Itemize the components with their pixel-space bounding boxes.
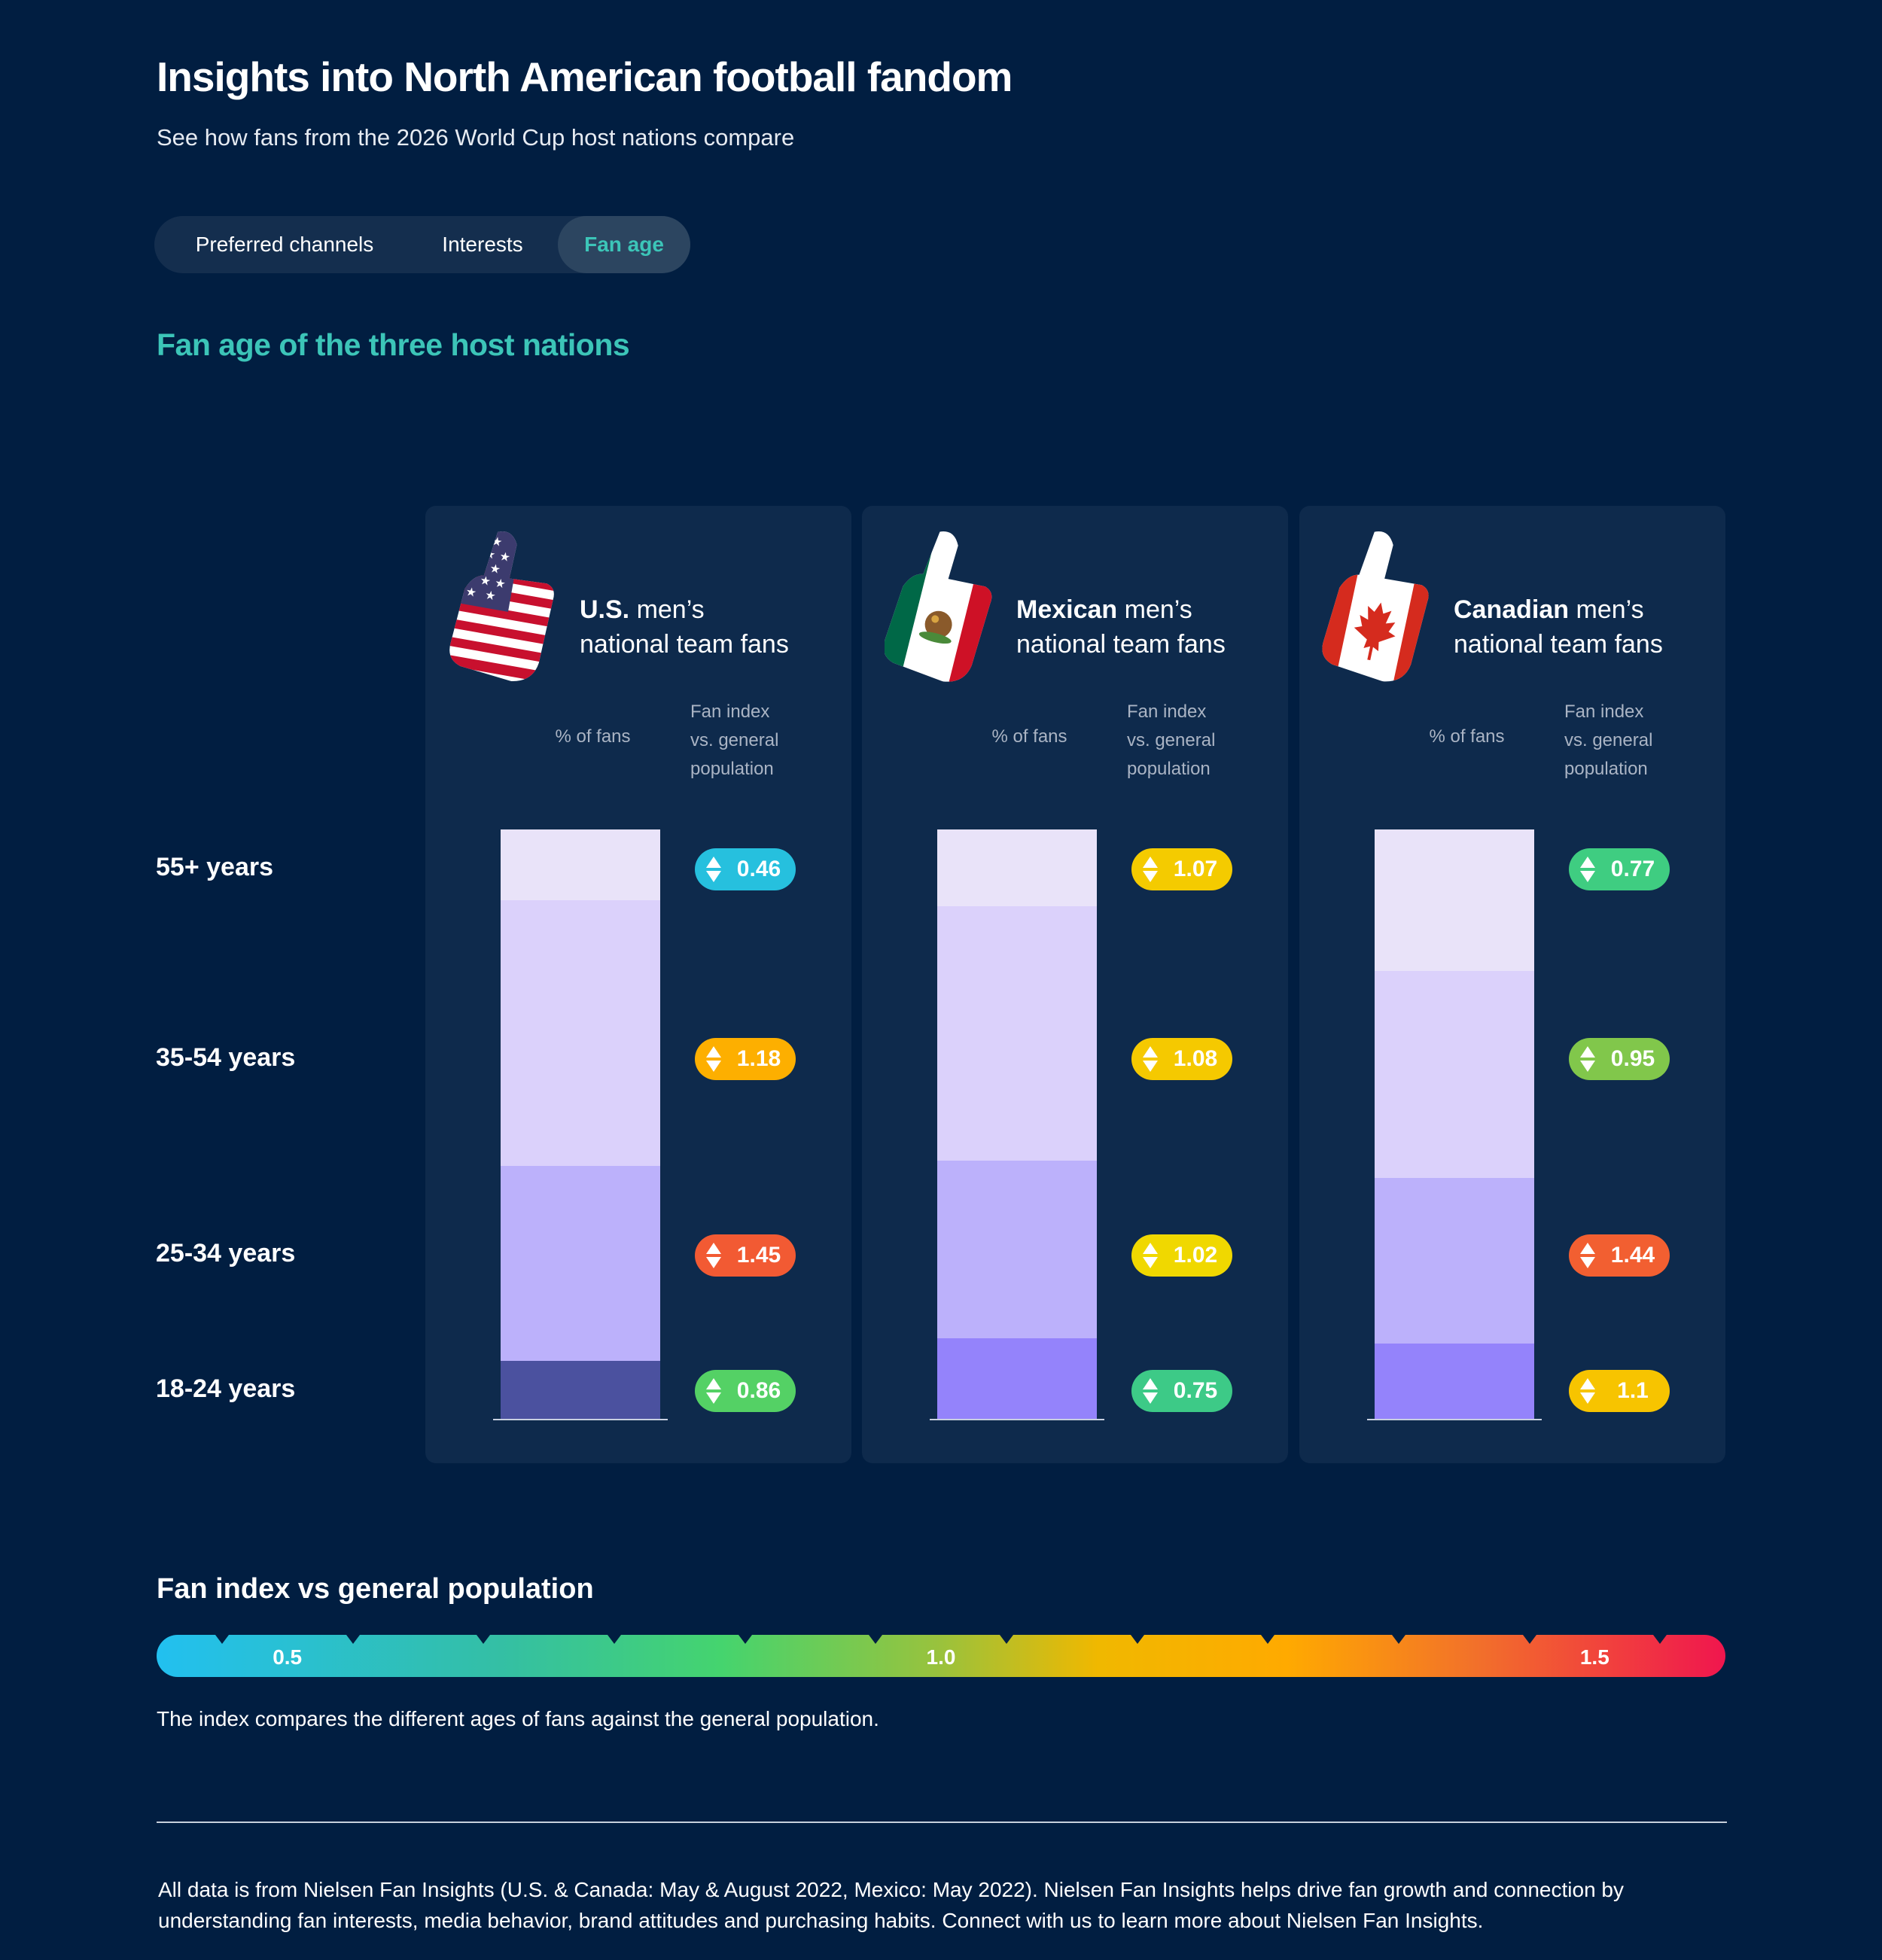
panel-mexican-fans: Mexican men’s national team fans % of fan… <box>862 506 1288 1463</box>
index-badge-55-plus: 1.07 <box>1131 848 1232 890</box>
up-down-arrow-icon <box>1143 1378 1158 1404</box>
index-badge-35-54: 1.08 <box>1131 1038 1232 1080</box>
legend-note: The index compares the different ages of… <box>157 1707 879 1730</box>
svg-text:★: ★ <box>498 549 511 565</box>
index-badge-35-54: 1.18 <box>695 1038 796 1080</box>
bar-segment-25-34 <box>1375 1178 1534 1344</box>
bar-baseline <box>1367 1419 1542 1420</box>
bar-segment-18-24 <box>937 1338 1097 1420</box>
scale-tick <box>1522 1635 1536 1644</box>
svg-text:★: ★ <box>479 573 492 589</box>
scale-tick <box>1653 1635 1667 1644</box>
scale-tick <box>1130 1635 1144 1644</box>
index-color-scale: 0.5 1.0 1.5 <box>157 1635 1725 1677</box>
scale-tick <box>607 1635 621 1644</box>
tab-interests[interactable]: Interests <box>442 233 523 256</box>
panel-canadian-fans: Canadian men’s national team fans % of fa… <box>1299 506 1725 1463</box>
index-badge-18-24: 1.1 <box>1569 1370 1670 1412</box>
svg-text:★: ★ <box>484 587 497 603</box>
stacked-bar <box>493 829 668 1420</box>
up-down-arrow-icon <box>1580 1378 1595 1404</box>
scale-tick <box>738 1635 752 1644</box>
up-down-arrow-icon <box>706 1378 721 1404</box>
index-badge-35-54: 0.95 <box>1569 1038 1670 1080</box>
scale-label-0-5: 0.5 <box>273 1645 303 1669</box>
up-down-arrow-icon <box>1143 857 1158 882</box>
bar-segment-18-24 <box>1375 1344 1534 1420</box>
up-down-arrow-icon <box>1143 1046 1158 1072</box>
index-badge-55-plus: 0.77 <box>1569 848 1670 890</box>
age-label-35-54: 35-54 years <box>156 1043 296 1072</box>
index-badge-18-24: 0.86 <box>695 1370 796 1412</box>
bar-baseline <box>493 1419 668 1420</box>
scale-tick <box>215 1635 229 1644</box>
scale-tick <box>1261 1635 1275 1644</box>
page-subtitle: See how fans from the 2026 World Cup hos… <box>157 124 795 151</box>
up-down-arrow-icon <box>1580 857 1595 882</box>
index-badge-25-34: 1.02 <box>1131 1234 1232 1277</box>
bar-segment-55-plus <box>937 829 1097 906</box>
index-badge-25-34: 1.44 <box>1569 1234 1670 1277</box>
svg-text:★: ★ <box>474 558 486 574</box>
legend-title: Fan index vs general population <box>157 1573 594 1605</box>
scale-tick <box>869 1635 883 1644</box>
up-down-arrow-icon <box>1580 1046 1595 1072</box>
index-badge-55-plus: 0.46 <box>695 848 796 890</box>
bar-segment-35-54 <box>501 900 660 1166</box>
scale-tick <box>999 1635 1013 1644</box>
index-column-header: Fan index vs. general population <box>690 702 779 779</box>
tab-fan-age[interactable]: Fan age <box>558 216 690 273</box>
age-label-55-plus: 55+ years <box>156 853 273 881</box>
stacked-bar <box>930 829 1104 1420</box>
mexico-flag-foam-finger-icon <box>885 528 997 689</box>
tab-bar: Preferred channels Interests Fan age <box>154 216 690 273</box>
bar-segment-25-34 <box>937 1161 1097 1338</box>
age-label-25-34: 25-34 years <box>156 1239 296 1268</box>
panel-us-fans: ★ ★ ★ ★ ★ ★ ★ ★ ★ U.S. men’s national team fans… <box>425 506 851 1463</box>
us-flag-foam-finger-icon: ★★★ ★★★ ★★ ★ <box>448 528 561 686</box>
up-down-arrow-icon <box>706 1046 721 1072</box>
up-down-arrow-icon <box>1580 1243 1595 1268</box>
bar-segment-18-24 <box>501 1361 660 1420</box>
pct-column-header: % of fans <box>991 726 1067 747</box>
bar-segment-35-54 <box>1375 971 1534 1178</box>
section-title: Fan age of the three host nations <box>157 327 630 362</box>
up-down-arrow-icon <box>706 857 721 882</box>
scale-label-1-5: 1.5 <box>1579 1645 1609 1669</box>
canada-flag-foam-finger-icon <box>1322 528 1435 687</box>
up-down-arrow-icon <box>1143 1243 1158 1268</box>
page-title: Insights into North American football fa… <box>157 53 1013 100</box>
scale-tick <box>1391 1635 1405 1644</box>
svg-text:★: ★ <box>494 575 507 591</box>
age-label-18-24: 18-24 years <box>156 1374 296 1403</box>
scale-label-1-0: 1.0 <box>926 1645 956 1669</box>
panel-heading: U.S. men’s national team fans <box>580 595 789 659</box>
bar-segment-35-54 <box>937 906 1097 1161</box>
index-badge-25-34: 1.45 <box>695 1234 796 1277</box>
svg-text:★: ★ <box>489 561 501 577</box>
footer-note: All data is from Nielsen Fan Insights (U… <box>158 1878 1624 1932</box>
svg-text:★: ★ <box>464 584 477 600</box>
stacked-bar <box>1367 829 1542 1420</box>
bar-segment-55-plus <box>1375 829 1534 971</box>
pct-column-header: % of fans <box>555 726 631 747</box>
index-column-header: Fan index vs. general population <box>1127 702 1216 779</box>
scale-tick <box>346 1635 360 1644</box>
pct-column-header: % of fans <box>1429 726 1505 747</box>
index-badge-18-24: 0.75 <box>1131 1370 1232 1412</box>
tab-preferred-channels[interactable]: Preferred channels <box>195 233 374 256</box>
panel-heading: Mexican men’s national team fans <box>1016 595 1226 659</box>
divider <box>157 1822 1727 1823</box>
scale-tick <box>477 1635 491 1644</box>
up-down-arrow-icon <box>706 1243 721 1268</box>
bar-segment-55-plus <box>501 829 660 900</box>
bar-segment-25-34 <box>501 1166 660 1361</box>
panel-heading: Canadian men’s national team fans <box>1454 595 1663 659</box>
index-column-header: Fan index vs. general population <box>1564 702 1653 779</box>
bar-baseline <box>930 1419 1104 1420</box>
